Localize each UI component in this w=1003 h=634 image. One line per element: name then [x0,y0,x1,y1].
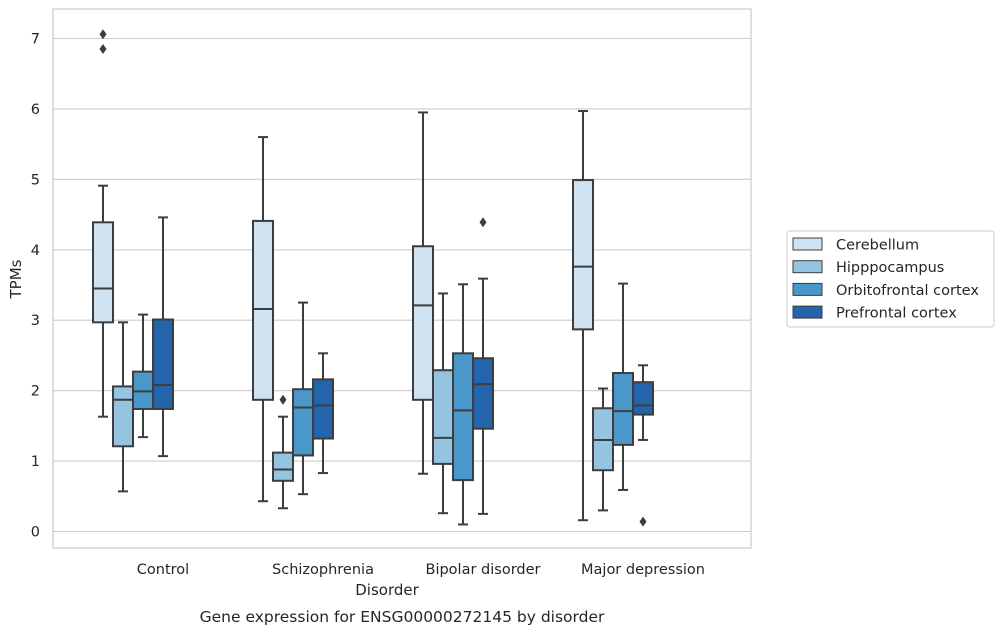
series-prefrontal-cortex [152,216,654,527]
outlier-point [99,29,107,40]
box-prefrontal-cortex-schizophrenia [312,352,334,475]
box-iqr [412,245,434,401]
box-iqr [572,179,594,331]
outlier-point [279,394,287,405]
legend-swatch [792,305,823,319]
box-iqr [432,369,454,465]
legend-item-orbitofrontal-cortex: Orbitofrontal cortex [792,282,979,299]
legend-item-hipppocampus: Hipppocampus [792,260,944,276]
y-tick-label: 0 [31,525,40,541]
legend-swatch [792,237,823,251]
x-tick-label-control: Control [137,562,189,578]
box-cerebellum-major-depression [572,110,594,522]
box-prefrontal-cortex-control [152,216,174,458]
series-cerebellum [92,29,594,522]
series-hipppocampus [112,292,614,515]
box-hipppocampus-control [112,321,134,493]
box-orbitofrontal-cortex-bipolar-disorder [452,283,474,526]
box-cerebellum-schizophrenia [252,136,274,503]
x-tick-labels: Control Schizophrenia Bipolar disorder Majo… [137,562,705,578]
box-iqr [112,385,134,448]
x-tick-label-major-depression: Major depression [581,562,705,578]
outlier-point [99,44,107,55]
outlier-point [479,217,487,228]
legend-item-prefrontal-cortex: Prefrontal cortex [792,305,957,322]
box-cerebellum-bipolar-disorder [412,111,434,475]
legend-frame [786,230,995,328]
box-hipppocampus-bipolar-disorder [432,292,454,515]
y-tick-label: 1 [31,454,40,470]
box-cerebellum-control [92,29,114,418]
legend-label: Hipppocampus [836,260,944,276]
legend-swatch [792,260,823,274]
legend: Cerebellum Hipppocampus Orbitofrontal cort… [786,230,995,328]
box-orbitofrontal-cortex-major-depression [612,282,634,491]
y-tick-label: 4 [31,243,40,259]
x-tick-label-schizophrenia: Schizophrenia [272,562,374,578]
y-tick-label: 5 [31,172,40,188]
y-tick-label: 6 [31,102,40,118]
y-tick-label: 2 [31,384,40,400]
box-iqr [612,372,634,446]
legend-item-cerebellum: Cerebellum [792,237,919,254]
box-iqr [292,388,314,457]
box-iqr [92,221,114,324]
box-iqr [252,219,274,401]
chart-caption: Gene expression for ENSG00000272145 by d… [200,608,605,626]
x-tick-label-bipolar-disorder: Bipolar disorder [426,562,541,578]
x-axis-title: Disorder [355,581,419,599]
y-tick-labels: 0 1 2 3 4 5 6 7 [31,31,40,540]
boxes [92,29,654,527]
legend-label: Prefrontal cortex [836,306,957,322]
box-iqr [132,370,154,410]
box-iqr [632,381,654,416]
box-orbitofrontal-cortex-schizophrenia [292,301,314,496]
legend-label: Cerebellum [836,238,919,254]
box-iqr [272,451,294,482]
box-prefrontal-cortex-major-depression [632,364,654,527]
y-tick-label: 7 [31,31,40,47]
box-iqr [452,352,474,482]
series-orbitofrontal-cortex [132,282,634,526]
y-axis-title: TPMs [7,259,25,299]
plot-frame [52,8,752,549]
box-iqr [312,378,334,440]
legend-swatch [792,282,823,296]
box-iqr [472,357,494,430]
legend-label: Orbitofrontal cortex [836,283,979,299]
box-hipppocampus-schizophrenia [272,394,294,510]
box-prefrontal-cortex-bipolar-disorder [472,217,494,515]
box-iqr [152,318,174,410]
y-tick-label: 3 [31,313,40,329]
outlier-point [639,516,647,527]
